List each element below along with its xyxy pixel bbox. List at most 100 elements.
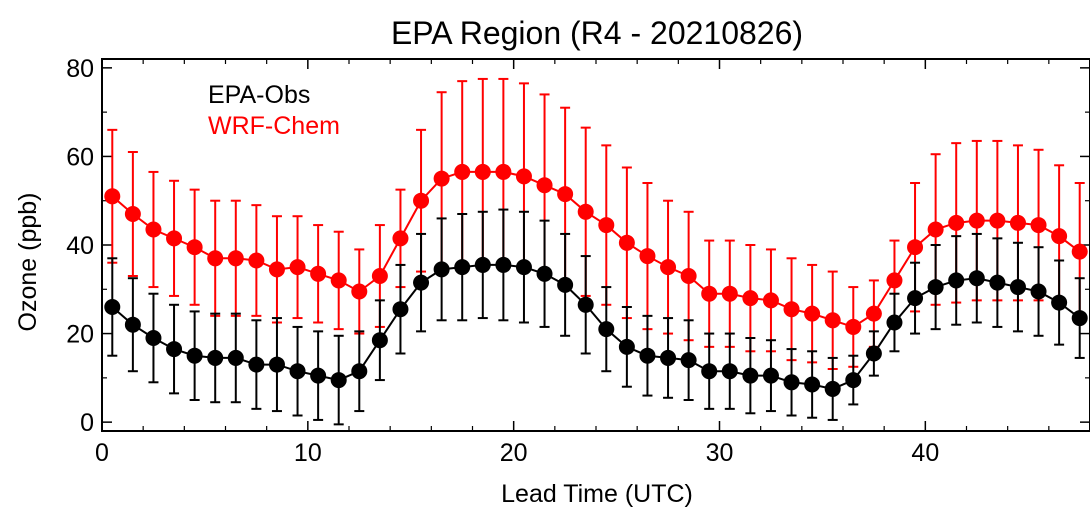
data-point xyxy=(454,163,471,180)
series-layer xyxy=(104,77,1088,426)
data-point xyxy=(824,312,841,329)
data-point xyxy=(742,290,759,307)
y-tick-label: 40 xyxy=(66,232,94,260)
data-point xyxy=(721,363,738,380)
data-point xyxy=(1009,214,1026,231)
data-point xyxy=(639,248,656,265)
data-point xyxy=(762,367,779,384)
data-point xyxy=(1071,243,1088,260)
data-point xyxy=(310,265,327,282)
data-point xyxy=(207,250,224,267)
data-point xyxy=(207,349,224,366)
x-tick-label: 10 xyxy=(294,439,322,467)
series-epa-obs xyxy=(104,208,1088,426)
data-point xyxy=(227,349,244,366)
legend-entry: EPA-Obs xyxy=(208,81,310,109)
data-point xyxy=(989,212,1006,229)
data-point xyxy=(680,352,697,369)
data-point xyxy=(413,192,430,209)
data-point xyxy=(762,292,779,309)
data-point xyxy=(598,321,615,338)
data-point xyxy=(968,212,985,229)
data-point xyxy=(515,259,532,276)
data-point xyxy=(783,301,800,318)
data-point xyxy=(948,272,965,289)
data-point xyxy=(310,367,327,384)
data-point xyxy=(1030,217,1047,234)
data-point xyxy=(557,186,574,203)
y-tick-label: 80 xyxy=(66,55,94,83)
data-point xyxy=(865,305,882,322)
axis-ticks: 0 10 20 30 40 0 20 40 60 80 xyxy=(66,55,1090,467)
x-tick-label: 0 xyxy=(95,439,109,467)
data-point xyxy=(371,332,388,349)
data-point xyxy=(145,330,162,346)
data-point xyxy=(660,349,677,366)
data-point xyxy=(598,217,615,234)
data-point xyxy=(166,341,183,358)
data-point xyxy=(124,206,141,222)
data-point xyxy=(495,163,512,180)
data-point xyxy=(433,261,450,278)
data-point xyxy=(536,265,553,282)
y-axis-title: Ozone (ppb) xyxy=(14,193,42,332)
data-point xyxy=(927,221,944,238)
data-point xyxy=(145,221,162,238)
series-line xyxy=(111,170,1081,329)
x-tick-label: 30 xyxy=(706,439,734,467)
data-point xyxy=(701,363,718,380)
data-point xyxy=(186,239,203,256)
data-point xyxy=(227,250,244,267)
data-point xyxy=(351,363,368,380)
data-point xyxy=(268,356,285,373)
data-point xyxy=(186,347,203,364)
data-point xyxy=(907,290,924,307)
data-point xyxy=(268,261,285,278)
data-point xyxy=(515,168,532,185)
data-point xyxy=(783,374,800,391)
y-tick-label: 20 xyxy=(66,321,94,349)
data-point xyxy=(289,259,306,276)
legend-entry: WRF-Chem xyxy=(208,112,340,140)
data-point xyxy=(639,347,656,364)
chart-title: EPA Region (R4 - 20210826) xyxy=(391,15,803,51)
data-point xyxy=(845,318,862,335)
x-tick-label: 20 xyxy=(500,439,528,467)
data-point xyxy=(1051,294,1068,311)
data-point xyxy=(721,285,738,302)
x-tick-label: 40 xyxy=(911,439,939,467)
data-point xyxy=(1071,310,1088,327)
data-point xyxy=(927,279,944,296)
data-point xyxy=(248,356,265,373)
y-tick-label: 0 xyxy=(80,409,94,437)
data-point xyxy=(557,276,574,293)
data-point xyxy=(371,268,388,284)
data-point xyxy=(495,256,512,273)
data-point xyxy=(536,177,553,194)
legend: EPA-Obs WRF-Chem xyxy=(208,81,340,140)
data-point xyxy=(660,259,677,276)
data-point xyxy=(104,299,121,315)
data-point xyxy=(824,380,841,397)
data-point xyxy=(351,283,368,300)
data-point xyxy=(104,188,121,205)
data-point xyxy=(124,316,141,333)
data-point xyxy=(968,270,985,287)
x-axis-title: Lead Time (UTC) xyxy=(501,480,693,508)
data-point xyxy=(1030,283,1047,300)
data-point xyxy=(289,363,306,380)
data-point xyxy=(330,272,347,289)
data-point xyxy=(166,230,183,247)
data-point xyxy=(433,170,450,187)
data-point xyxy=(1009,279,1026,296)
data-point xyxy=(907,239,924,256)
data-point xyxy=(474,256,491,273)
data-point xyxy=(392,230,409,247)
data-point xyxy=(577,296,594,313)
data-point xyxy=(618,234,635,251)
data-point xyxy=(948,214,965,231)
data-point xyxy=(680,268,697,284)
data-point xyxy=(701,285,718,302)
data-point xyxy=(865,345,882,362)
data-point xyxy=(618,338,635,355)
